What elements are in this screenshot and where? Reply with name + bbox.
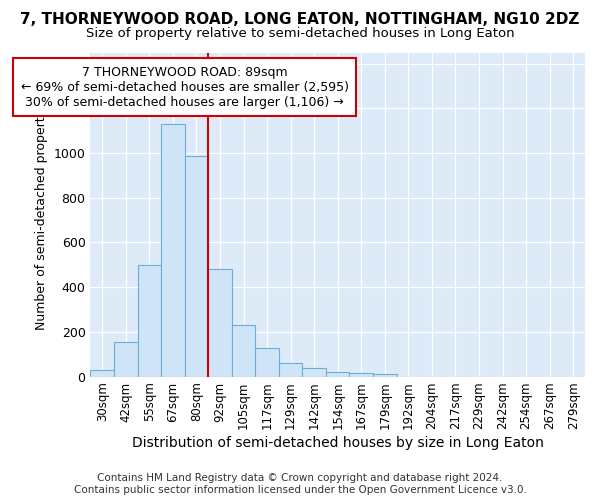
- Bar: [161, 124, 185, 376]
- Text: Size of property relative to semi-detached houses in Long Eaton: Size of property relative to semi-detach…: [86, 28, 514, 40]
- X-axis label: Distribution of semi-detached houses by size in Long Eaton: Distribution of semi-detached houses by …: [132, 436, 544, 450]
- Bar: [232, 325, 255, 376]
- Bar: [302, 368, 326, 376]
- Bar: [279, 363, 302, 376]
- Y-axis label: Number of semi-detached properties: Number of semi-detached properties: [35, 99, 48, 330]
- Bar: [255, 348, 279, 376]
- Text: 7 THORNEYWOOD ROAD: 89sqm
← 69% of semi-detached houses are smaller (2,595)
30% : 7 THORNEYWOOD ROAD: 89sqm ← 69% of semi-…: [20, 66, 349, 109]
- Text: 7, THORNEYWOOD ROAD, LONG EATON, NOTTINGHAM, NG10 2DZ: 7, THORNEYWOOD ROAD, LONG EATON, NOTTING…: [20, 12, 580, 28]
- Bar: [114, 342, 137, 376]
- Bar: [326, 372, 349, 376]
- Bar: [91, 370, 114, 376]
- Bar: [185, 156, 208, 376]
- Bar: [373, 374, 397, 376]
- Bar: [137, 265, 161, 376]
- Text: Contains HM Land Registry data © Crown copyright and database right 2024.
Contai: Contains HM Land Registry data © Crown c…: [74, 474, 526, 495]
- Bar: [349, 373, 373, 376]
- Bar: [208, 270, 232, 376]
